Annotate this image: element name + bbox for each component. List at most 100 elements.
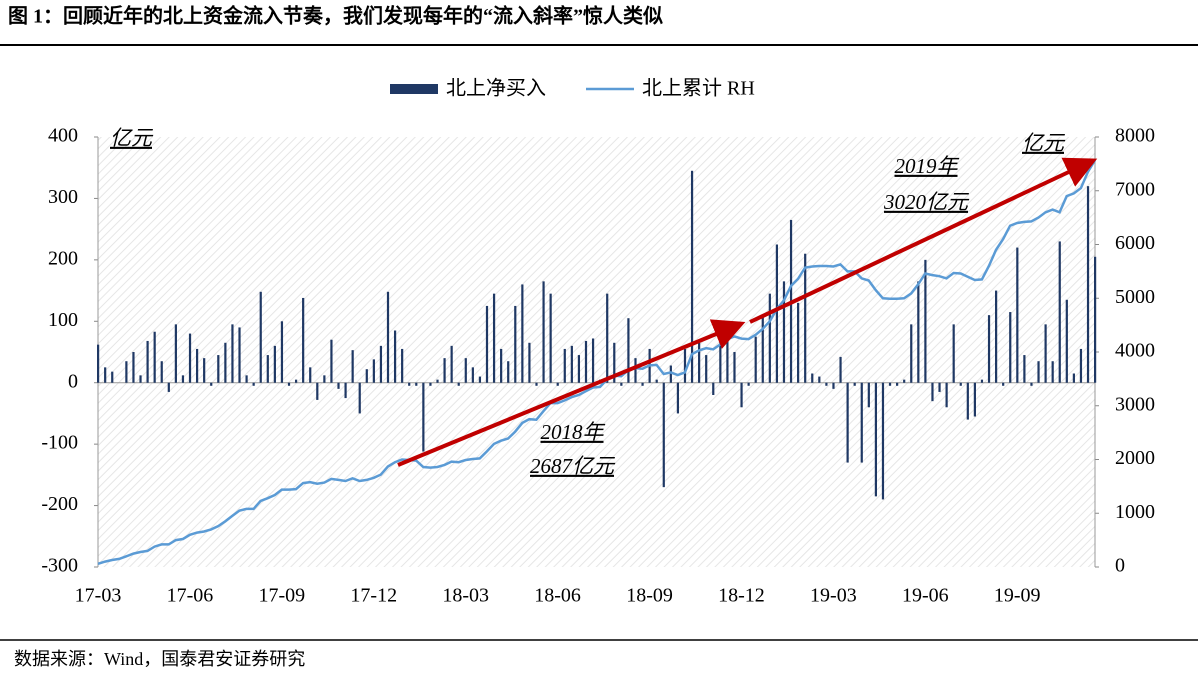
x-tick-label: 18-12: [718, 585, 765, 607]
bar: [1037, 361, 1040, 383]
x-tick-label: 18-09: [626, 585, 673, 607]
bar: [669, 365, 672, 383]
bar: [97, 344, 100, 383]
bar: [153, 331, 156, 383]
bar: [556, 382, 559, 386]
bar: [910, 324, 913, 383]
bar: [811, 373, 814, 383]
bar: [408, 382, 411, 386]
x-tick-label: 18-06: [534, 585, 581, 607]
bar: [1072, 373, 1075, 383]
bar: [563, 348, 566, 383]
bar: [471, 367, 474, 383]
bar: [1058, 241, 1061, 383]
bar: [294, 379, 298, 383]
bar: [210, 382, 213, 386]
y-tick-label: 400: [48, 125, 78, 147]
bar: [761, 315, 764, 383]
arrow: [397, 319, 746, 467]
x-tick-label: 17-06: [167, 585, 214, 607]
bar: [917, 281, 920, 383]
bar: [1094, 256, 1097, 383]
bar: [726, 321, 729, 383]
bar: [224, 342, 227, 383]
bar: [429, 382, 432, 386]
bar: [620, 382, 623, 386]
bar: [931, 382, 934, 402]
bar: [528, 342, 531, 383]
y-tick-label: 0: [68, 370, 78, 392]
legend-label: 北上累计 RH: [642, 77, 755, 100]
bar: [450, 345, 453, 383]
y2-tick-label: 0: [1115, 555, 1125, 577]
y-tick-label: 200: [48, 247, 78, 269]
bar: [203, 358, 206, 383]
bar: [690, 170, 694, 383]
bar: [733, 352, 736, 383]
bar: [217, 355, 220, 383]
bar: [966, 382, 969, 420]
legend-label: 北上净买入: [446, 77, 546, 100]
bar: [1023, 355, 1026, 383]
bar: [443, 358, 446, 383]
bar: [662, 382, 665, 488]
bar: [160, 361, 163, 383]
annotation: 2019年: [895, 154, 960, 178]
x-tick-label: 18-03: [442, 585, 489, 607]
bar: [379, 345, 383, 383]
annotation: 3020亿元: [883, 190, 970, 214]
bar: [896, 382, 899, 386]
bar: [521, 284, 524, 383]
bar: [167, 382, 170, 392]
y2-unit: 亿元: [1022, 131, 1066, 155]
bar: [316, 382, 319, 400]
bar: [132, 352, 135, 383]
bar: [995, 290, 998, 383]
y-unit: 亿元: [110, 126, 154, 150]
bar: [259, 291, 262, 383]
y-tick-label: 300: [48, 186, 78, 208]
plot-background: [98, 137, 1095, 567]
bar: [111, 371, 114, 383]
bar: [500, 348, 503, 383]
bar: [832, 382, 835, 389]
y2-tick-label: 7000: [1115, 178, 1155, 200]
bar: [881, 382, 885, 500]
x-tick-label: 17-09: [259, 585, 306, 607]
bar: [436, 379, 439, 383]
y2-tick-label: 8000: [1115, 125, 1155, 147]
bar: [613, 342, 616, 383]
bar: [782, 281, 786, 383]
bar: [139, 375, 142, 383]
bar: [874, 382, 878, 497]
bar: [839, 356, 842, 383]
source: 数据来源：Wind，国泰君安证券研究: [14, 649, 305, 669]
bar: [457, 382, 460, 386]
y2-tick-label: 4000: [1115, 340, 1155, 362]
y2-tick-label: 2000: [1115, 447, 1155, 469]
bar: [464, 358, 467, 383]
bar: [768, 293, 771, 383]
bar: [245, 375, 248, 383]
bar: [867, 382, 870, 408]
y-tick-label: 100: [48, 309, 78, 331]
bar: [655, 379, 658, 383]
bar: [853, 382, 856, 386]
bar: [365, 369, 368, 383]
bar: [846, 382, 849, 463]
bar: [174, 324, 177, 383]
bar: [323, 375, 326, 383]
bar: [719, 330, 722, 383]
x-tick-label: 19-06: [902, 585, 949, 607]
bar: [1016, 247, 1019, 383]
bar: [712, 382, 715, 395]
bar: [252, 382, 255, 386]
bar: [549, 293, 552, 383]
bar: [287, 382, 291, 386]
bar: [804, 253, 807, 383]
x-tick-label: 17-12: [350, 585, 397, 607]
bar: [422, 382, 425, 452]
bar: [231, 324, 234, 383]
line: [97, 159, 1097, 565]
